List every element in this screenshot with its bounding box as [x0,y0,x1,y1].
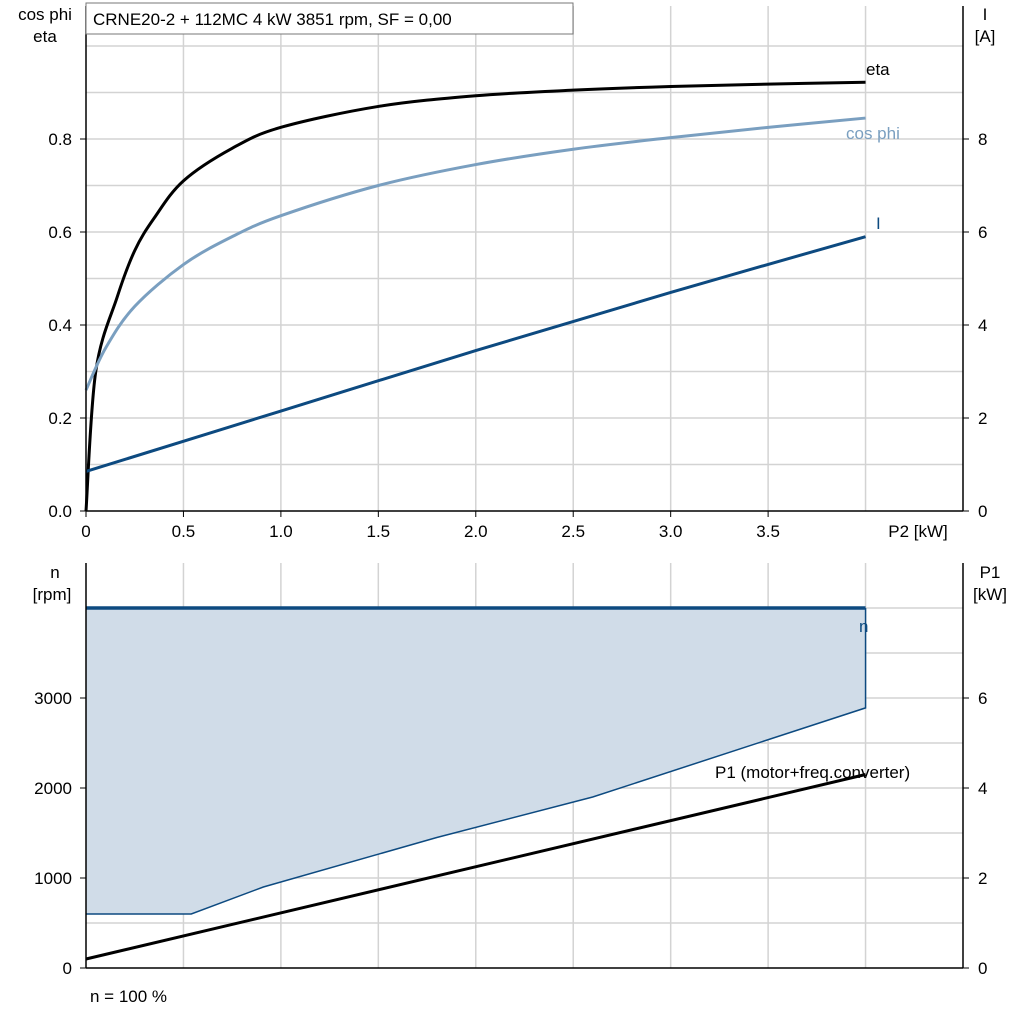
series-min-speed [86,608,867,915]
right-axis-label-2: [A] [975,27,996,46]
bottom-left-axis-label-1: n [50,563,59,582]
label-cos-phi: cos phi [846,124,900,143]
chart-title: CRNE20-2 + 112MC 4 kW 3851 rpm, SF = 0,0… [93,10,452,29]
x-tick-label: 3.5 [756,522,780,541]
y-tick-label-right: 8 [978,130,987,149]
label-P1: P1 (motor+freq.converter) [715,763,910,782]
y-tick-label-right: 2 [978,409,987,428]
series-eta [84,80,866,512]
y-tick-label-right: 6 [978,223,987,242]
x-tick-label: 0 [81,522,90,541]
y-tick-label-left: 0.0 [48,502,72,521]
label-eta: eta [866,60,890,79]
bottom-right-axis-label-1: P1 [980,563,1001,582]
y-tick-label-right-bottom: 2 [978,869,987,888]
y-tick-label-left-bottom: 1000 [34,869,72,888]
y-tick-label-left: 0.8 [48,130,72,149]
y-tick-label-left-bottom: 3000 [34,689,72,708]
bottom-right-axis-label-2: [kW] [973,585,1007,604]
x-tick-label: 1.0 [269,522,293,541]
y-tick-label-right-bottom: 6 [978,689,987,708]
y-tick-label-right: 4 [978,316,987,335]
y-tick-label-right-bottom: 4 [978,779,987,798]
x-tick-label: 2.0 [464,522,488,541]
x-tick-label: 0.5 [172,522,196,541]
y-tick-label-left-bottom: 0 [63,959,72,978]
speed-range-fill [86,608,866,914]
bottom-left-axis-label-2: [rpm] [33,585,72,604]
y-tick-label-left-bottom: 2000 [34,779,72,798]
series-cos-phi [84,116,866,391]
right-axis-label-1: I [983,5,988,24]
left-axis-label-1: cos phi [18,5,72,24]
footer-note: n = 100 % [90,987,167,1006]
left-axis-label-2: eta [33,27,57,46]
series-I [85,235,866,473]
x-tick-label: 1.5 [367,522,391,541]
label-n: n [859,617,868,636]
y-tick-label-left: 0.6 [48,223,72,242]
x-tick-label: 2.5 [561,522,585,541]
y-tick-label-right-bottom: 0 [978,959,987,978]
x-tick-label: 3.0 [659,522,683,541]
y-tick-label-left: 0.2 [48,409,72,428]
y-tick-label-right: 0 [978,502,987,521]
x-axis-label: P2 [kW] [888,522,948,541]
y-tick-label-left: 0.4 [48,316,72,335]
series-P1 [85,773,866,961]
label-I: I [876,214,881,233]
